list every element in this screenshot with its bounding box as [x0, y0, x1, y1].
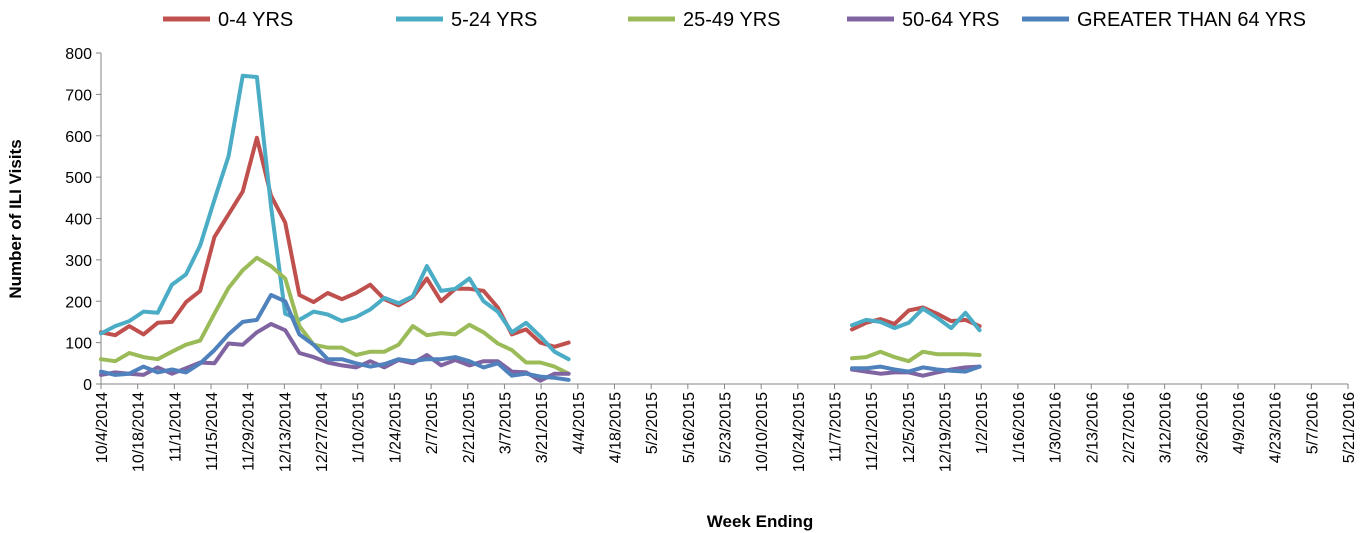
x-tick-label: 1/10/2015	[351, 392, 368, 463]
x-tick-label: 3/7/2015	[497, 392, 514, 454]
x-tick-label: 3/21/2015	[534, 392, 551, 463]
x-tick-label: 2/27/2016	[1121, 392, 1138, 463]
legend-label-5-24-yrs: 5-24 YRS	[451, 9, 537, 31]
legend: 0-4 YRS 5-24 YRS 25-49 YRS 50-64 YRS GREATER…	[163, 9, 1306, 31]
series-line-25-49-yrs	[850, 349, 982, 364]
legend-label-25-49-yrs: 25-49 YRS	[683, 9, 780, 31]
x-tick-label: 5/23/2015	[718, 392, 735, 463]
x-tick-label: 1/2/2015	[974, 392, 991, 454]
y-axis-title: Number of ILI Visits	[6, 139, 25, 298]
x-tick-label: 1/30/2016	[1048, 392, 1065, 463]
x-tick-label: 5/16/2015	[681, 392, 698, 463]
x-tick-label: 11/7/2015	[828, 392, 845, 462]
series-line-0-4-yrs	[99, 135, 571, 349]
y-tick-label: 400	[65, 212, 92, 229]
y-tick-label: 300	[65, 253, 92, 270]
x-tick-label: 11/15/2014	[204, 392, 221, 471]
x-tick-label: 2/7/2015	[424, 392, 441, 454]
x-axis-title: Week Ending	[707, 512, 813, 531]
x-tick-label: 12/19/2015	[938, 392, 955, 472]
y-tick-label: 700	[65, 87, 92, 104]
x-tick-label: 1/16/2016	[1011, 392, 1028, 463]
x-tick-label: 3/26/2016	[1194, 392, 1211, 463]
x-tick-label: 11/21/2015	[864, 392, 881, 471]
series-line-5-24-yrs	[850, 306, 982, 333]
y-axis: 0 100 200 300 400 500 600 700 800	[65, 46, 102, 394]
legend-label-0-4-yrs: 0-4 YRS	[218, 9, 293, 31]
y-tick-label: 800	[65, 46, 92, 63]
legend-label-greater-than-64-yrs: GREATER THAN 64 YRS	[1077, 9, 1306, 31]
x-tick-label: 2/21/2015	[461, 392, 478, 463]
x-tick-label: 12/13/2014	[277, 392, 294, 472]
x-tick-label: 10/10/2015	[754, 392, 771, 472]
y-tick-label: 600	[65, 129, 92, 146]
x-tick-label: 10/24/2015	[791, 392, 808, 472]
x-tick-label: 4/18/2015	[607, 392, 624, 463]
x-tick-label: 5/7/2016	[1304, 392, 1321, 454]
legend-label-50-64-yrs: 50-64 YRS	[902, 9, 999, 31]
x-tick-label: 12/5/2015	[901, 392, 918, 463]
y-tick-label: 0	[83, 377, 92, 394]
x-tick-label: 2/13/2016	[1084, 392, 1101, 463]
y-tick-label: 100	[65, 336, 92, 353]
x-tick-label: 11/1/2014	[167, 392, 184, 462]
series-line-25-49-yrs	[99, 255, 571, 376]
plot-lines	[99, 73, 982, 383]
x-tick-label: 5/21/2016	[1341, 392, 1358, 463]
x-tick-label: 11/29/2014	[241, 392, 258, 471]
x-tick-label: 12/27/2014	[314, 392, 331, 472]
series-line-greater-than-64-yrs	[99, 293, 571, 382]
x-tick-label: 4/9/2016	[1231, 392, 1248, 454]
x-tick-label: 3/12/2016	[1158, 392, 1175, 463]
x-tick-label: 5/2/2015	[644, 392, 661, 454]
series-line-5-24-yrs	[99, 73, 571, 362]
y-tick-label: 200	[65, 294, 92, 311]
y-tick-label: 500	[65, 170, 92, 187]
x-tick-label: 1/24/2015	[387, 392, 404, 463]
x-tick-label: 4/4/2015	[571, 392, 588, 454]
x-axis: 10/4/2014 10/18/2014 11/1/2014 11/15/2014 11…	[94, 383, 1358, 472]
x-tick-label: 4/23/2016	[1268, 392, 1285, 463]
x-tick-label: 10/18/2014	[131, 392, 148, 472]
series-line-greater-than-64-yrs	[850, 364, 982, 374]
x-tick-label: 10/4/2014	[94, 392, 111, 463]
series-line-50-64-yrs	[850, 364, 982, 378]
